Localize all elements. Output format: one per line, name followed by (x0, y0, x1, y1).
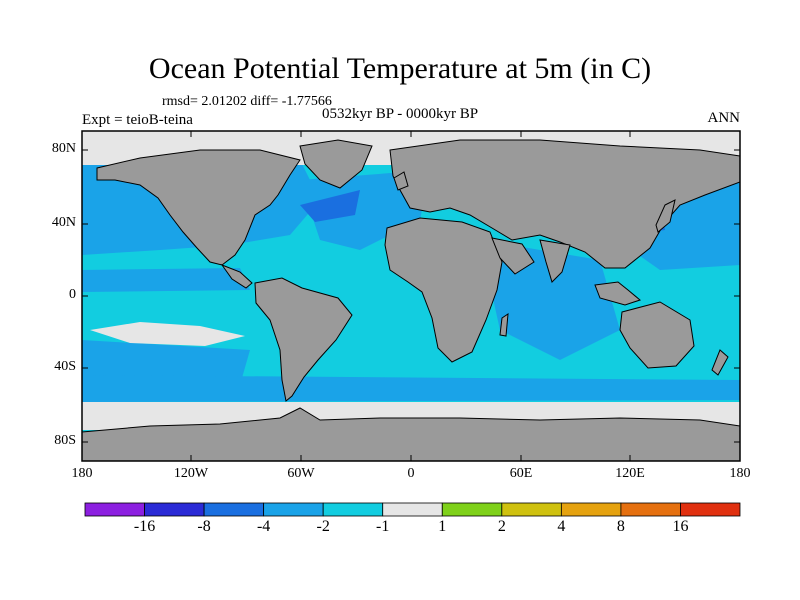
colorbar-swatch (620, 502, 681, 517)
lon-tick-label: 180 (729, 466, 751, 481)
ocean-cool-band-southern (82, 375, 740, 402)
land-central-america (220, 263, 253, 289)
land-arabia (491, 237, 535, 275)
colorbar-label: -4 (256, 518, 271, 535)
land-india (539, 239, 571, 283)
colorbar (84, 502, 741, 517)
land-south-america (254, 277, 353, 402)
lat-tick-label: 80N (51, 141, 76, 156)
chart-title: Ocean Potential Temperature at 5m (in C) (148, 52, 652, 85)
colorbar-label: -2 (316, 518, 330, 535)
period-label: 0532kyr BP - 0000kyr BP (322, 106, 479, 122)
colorbar-swatch (263, 502, 324, 517)
experiment-label: Expt = teioB-teina (82, 112, 193, 128)
season-label: ANN (707, 110, 741, 126)
land-madagascar (499, 313, 509, 337)
colorbar-label: 4 (557, 518, 566, 535)
land-north-america (96, 149, 301, 266)
colorbar-label: 1 (438, 518, 447, 535)
colorbar-swatch (382, 502, 443, 517)
colorbar-swatch (501, 502, 562, 517)
lon-tick-label: 0 (407, 466, 415, 481)
land-japan (655, 199, 676, 233)
lon-tick-label: 120W (173, 466, 209, 481)
lon-tick-label: 60W (287, 466, 315, 481)
land-africa (384, 217, 503, 363)
lat-tick-label: 40S (54, 359, 76, 374)
axis-ticks (81, 131, 741, 461)
land-new-zealand (711, 349, 729, 376)
land-british-isles (393, 171, 409, 191)
lon-tick-label: 180 (71, 466, 93, 481)
colorbar-swatch (144, 502, 205, 517)
land-masses (82, 139, 740, 461)
colorbar-swatch (84, 502, 145, 517)
colorbar-label: -8 (197, 518, 211, 535)
lat-tick-label: 0 (69, 287, 76, 302)
ocean-coolest-patch (300, 190, 360, 222)
lon-tick-label: 60E (509, 466, 533, 481)
colorbar-swatch (680, 502, 741, 517)
colorbar-swatch (560, 502, 622, 517)
lat-tick-label: 40N (51, 215, 76, 230)
land-eurasia (389, 139, 740, 269)
land-greenland (299, 139, 373, 189)
lon-tick-label: 120E (615, 466, 645, 481)
map-plot-area (82, 131, 740, 461)
land-australia (619, 301, 695, 369)
colorbar-label: -16 (133, 518, 156, 535)
colorbar-swatch (322, 502, 384, 517)
lat-tick-label: 80S (54, 433, 76, 448)
colorbar-swatch (441, 502, 503, 517)
colorbar-swatch (203, 502, 265, 517)
colorbar-label: 16 (672, 518, 689, 535)
near-zero-south-pacific-patch (90, 322, 245, 346)
stats-label: rmsd= 2.01202 diff= -1.77566 (162, 94, 332, 109)
colorbar-label: 8 (616, 518, 625, 535)
colorbar-label: 2 (497, 518, 506, 535)
ocean-cool-band-tropical-pacific (82, 268, 250, 292)
colorbar-label: -1 (376, 518, 390, 535)
land-maritime-se-asia (594, 281, 642, 306)
land-antarctica (82, 407, 740, 461)
